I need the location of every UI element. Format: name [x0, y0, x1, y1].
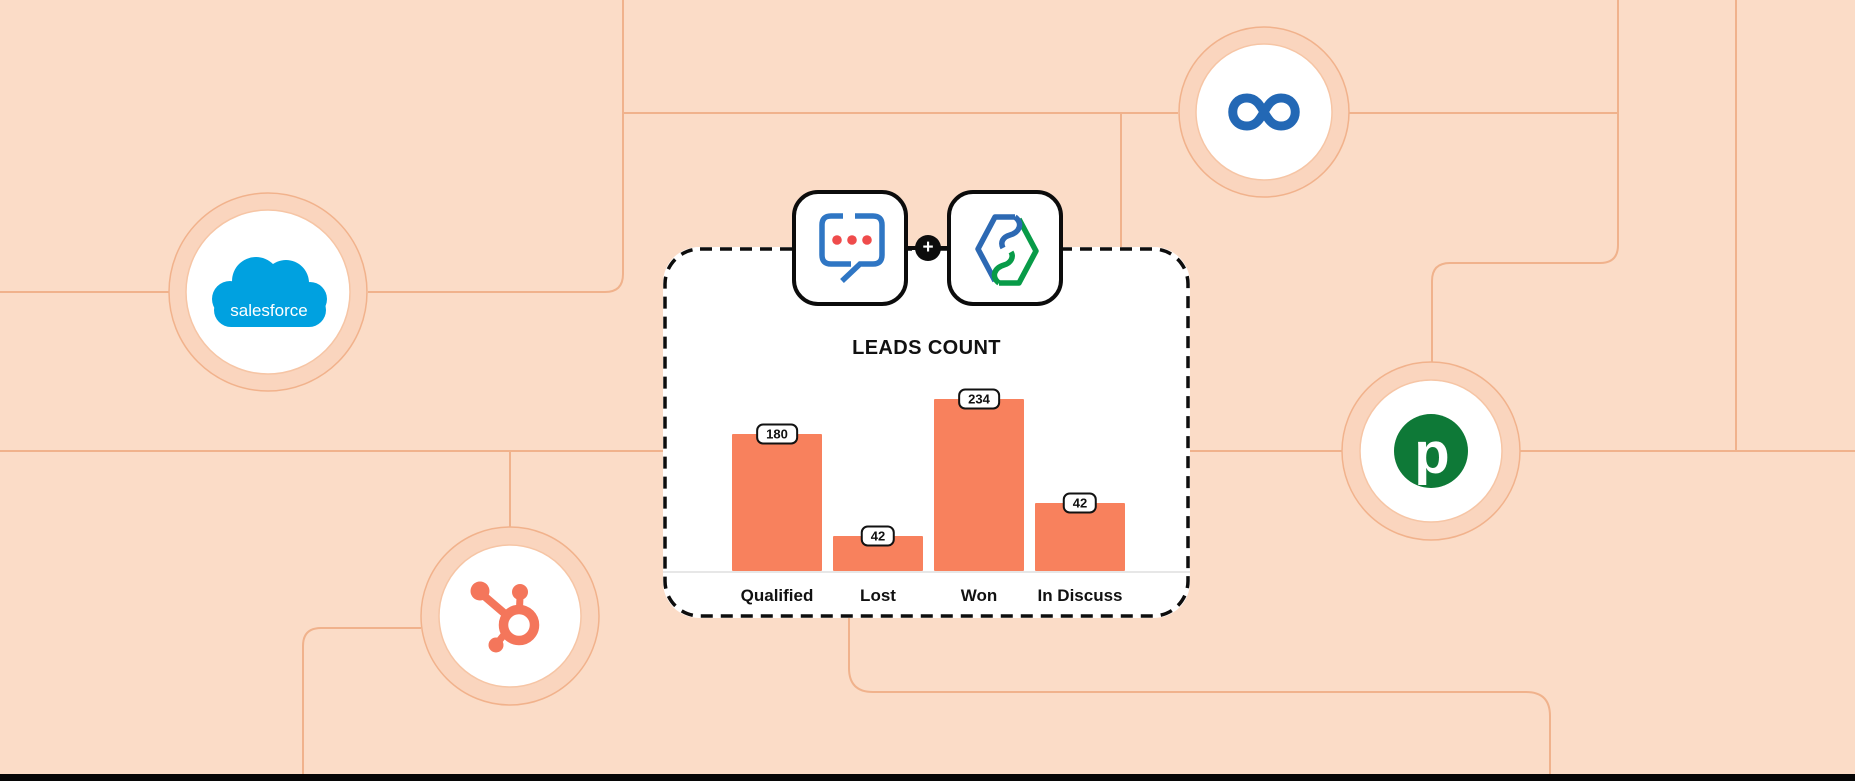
bar-column: 234 Won [934, 388, 1024, 605]
salesforce-wordmark: salesforce [230, 301, 307, 320]
bar-label: Won [960, 586, 998, 605]
line-card-bottom [848, 618, 1551, 781]
bar-column: 180 Qualified [732, 423, 822, 605]
bar-value-badge: 42 [1062, 492, 1098, 514]
hubspot-logo [470, 581, 540, 653]
plus-icon: + [915, 235, 941, 261]
bar-value-badge: 234 [958, 388, 1000, 410]
chat-bubble-icon [819, 213, 885, 283]
line-pipedrive-top [1431, 0, 1619, 362]
chart-baseline [663, 571, 1190, 573]
bar-group: 180 Qualified 42 Lost 234 Won 42 In Discuss [732, 388, 1125, 605]
line-hubspot-left [302, 627, 421, 781]
bar-label: Lost [860, 586, 896, 605]
chart-title: LEADS COUNT [852, 337, 1001, 359]
bar-label: Qualified [740, 586, 814, 605]
pipedrive-logo: p [1394, 414, 1468, 488]
zoho-flow-icon [975, 214, 1039, 286]
chat-app-square [792, 190, 908, 306]
bottom-bar [0, 774, 1855, 781]
bar-label: In Discuss [1037, 586, 1123, 605]
bar-value-badge: 42 [860, 525, 896, 547]
bar-value-badge: 180 [756, 423, 798, 445]
bar-column: 42 In Discuss [1035, 492, 1125, 605]
bar-column: 42 Lost [833, 525, 923, 605]
line-salesforce-right [368, 0, 624, 293]
integration-card: LEADS COUNT 180 Qualified 42 Lost 234 Won 42 In… [663, 247, 1190, 618]
zoho-flow-app-square [947, 190, 1063, 306]
zoho-crm-logo [1228, 93, 1300, 131]
salesforce-logo: salesforce [212, 257, 327, 327]
pipedrive-letter: p [1414, 421, 1449, 486]
